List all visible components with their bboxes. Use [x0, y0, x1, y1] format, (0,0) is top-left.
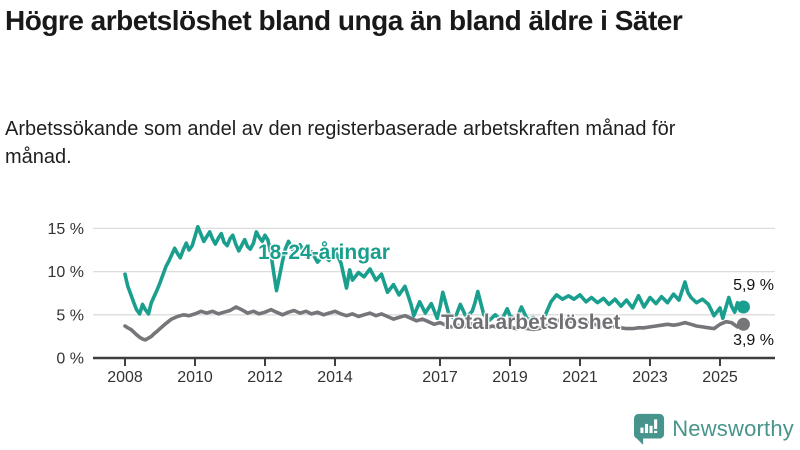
series-line-total	[123, 305, 746, 342]
x-tick-label: 2023	[632, 369, 668, 386]
y-tick-label: 10 %	[48, 264, 84, 281]
series-label-total: Total arbetslöshet	[441, 311, 621, 334]
x-tick-label: 2012	[247, 369, 283, 386]
x-tick-label: 2008	[107, 369, 143, 386]
series-end-dot-total	[736, 317, 750, 331]
brand-name: Newsworthy	[672, 415, 794, 441]
series-line-youth	[123, 224, 746, 324]
x-tick-label: 2019	[492, 369, 528, 386]
newsworthy-brand[interactable]: Newsworthy	[634, 412, 794, 445]
x-tick-label: 2025	[702, 369, 738, 386]
x-tick-label: 2010	[177, 369, 213, 386]
end-value-label-youth: 5,9 %	[733, 277, 774, 294]
series-end-dot-youth	[736, 300, 750, 314]
page-title: Högre arbetslöshet bland unga än bland ä…	[5, 5, 683, 36]
y-tick-label: 5 %	[56, 307, 84, 324]
page-subtitle: Arbetssökande som andel av den registerb…	[5, 118, 676, 168]
x-tick-label: 2014	[317, 369, 353, 386]
newsworthy-logo-icon	[634, 413, 665, 445]
x-tick-label: 2021	[562, 369, 598, 386]
y-tick-label: 0 %	[56, 351, 84, 368]
series-label-youth: 18-24-åringar	[258, 241, 390, 264]
x-tick-label: 2017	[422, 369, 458, 386]
end-value-label-total: 3,9 %	[733, 332, 774, 349]
y-tick-label: 15 %	[48, 221, 84, 238]
